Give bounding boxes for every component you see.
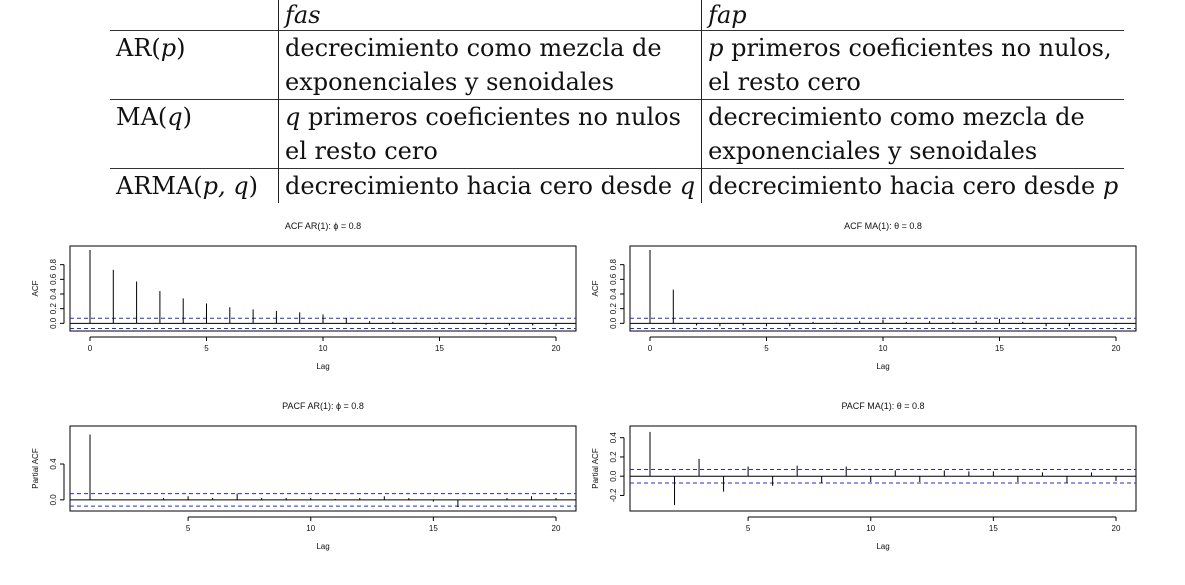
x-tick-label: 15 (429, 524, 438, 533)
x-tick-label: 0 (648, 344, 653, 353)
ma-fap-line-1: decrecimiento como mezcla de (701, 99, 1125, 134)
x-tick-label: 5 (204, 344, 209, 353)
plot-frame (629, 245, 1137, 332)
y-tick-label: 0.0 (609, 470, 618, 482)
arma-fas-line-1: decrecimiento hacia cero desde q (277, 168, 703, 203)
y-tick-label: 0.8 (609, 259, 618, 271)
x-axis-label: Lag (876, 542, 889, 551)
y-axis-label: Partial ACF (31, 448, 40, 489)
table-row-ar: AR(p) decrecimiento como mezcla de p pri… (110, 30, 1125, 65)
header-fap: fap (708, 1, 747, 29)
x-axis-label: Lag (316, 542, 329, 551)
table-header-row: fas fap (110, 0, 1124, 31)
y-tick-label: 0.4 (609, 288, 618, 300)
ar-fas-line-2: exponenciales y senoidales (277, 65, 703, 100)
x-tick-label: 10 (879, 344, 888, 353)
y-axis-label: Partial ACF (591, 448, 600, 489)
model-ar: AR(p) (110, 30, 279, 65)
y-tick-label: 0.4 (609, 432, 618, 444)
y-tick-label: 0.6 (609, 273, 618, 285)
y-tick-label: 0.2 (609, 303, 618, 315)
x-tick-label: 15 (989, 524, 998, 533)
y-tick-label: -0.2 (609, 488, 618, 502)
y-tick-label: 0.2 (49, 303, 58, 315)
y-tick-label: 0.0 (49, 317, 58, 329)
x-tick-label: 0 (88, 344, 93, 353)
x-tick-label: 20 (1112, 344, 1121, 353)
y-tick-label: 0.2 (609, 451, 618, 463)
y-tick-label: 0.4 (49, 458, 58, 470)
ar-fas-line-1: decrecimiento como mezcla de (277, 30, 703, 65)
y-tick-label: 0.6 (49, 273, 58, 285)
y-tick-label: 0.8 (49, 259, 58, 271)
ar-fap-line-1: p primeros coeficientes no nulos, (701, 30, 1125, 65)
table-row-ma-cont: el resto cero exponenciales y senoidales (110, 134, 1124, 169)
y-tick-label: 0.4 (49, 288, 58, 300)
chart-title: ACF MA(1): θ = 0.8 (844, 221, 922, 231)
model-arma: ARMA(p, q) (110, 168, 279, 203)
x-tick-label: 15 (435, 344, 444, 353)
ma-fas-line-1: q primeros coeficientes no nulos (277, 99, 703, 134)
x-tick-label: 20 (552, 344, 561, 353)
x-axis-label: Lag (876, 362, 889, 371)
table-row-ma: MA(q) q primeros coeficientes no nulos d… (110, 99, 1125, 134)
table-row-arma: ARMA(p, q) decrecimiento hacia cero desd… (110, 168, 1125, 203)
plot-frame (69, 425, 577, 512)
ma-fap-line-2: exponenciales y senoidales (708, 137, 1038, 165)
plot-frame (629, 425, 1137, 512)
plot-frame (69, 245, 577, 332)
header-fas: fas (277, 0, 703, 31)
y-tick-label: 0.0 (609, 317, 618, 329)
x-axis-label: Lag (316, 362, 329, 371)
y-axis-label: ACF (31, 280, 40, 296)
ma-fas-line-2: el resto cero (277, 134, 703, 169)
chart-title: PACF MA(1): θ = 0.8 (841, 401, 924, 411)
x-tick-label: 5 (746, 524, 751, 533)
table-row-ar-cont: exponenciales y senoidales el resto cero (110, 65, 1124, 100)
x-tick-label: 10 (319, 344, 328, 353)
x-tick-label: 5 (186, 524, 191, 533)
y-axis-label: ACF (591, 280, 600, 296)
x-tick-label: 20 (1112, 524, 1121, 533)
arma-fap-line-1: decrecimiento hacia cero desde p (701, 168, 1125, 203)
x-tick-label: 10 (866, 524, 875, 533)
x-tick-label: 10 (306, 524, 315, 533)
acf-pacf-summary-table: fas fap AR(p) decrecimiento como mezcla … (110, 0, 1125, 203)
x-tick-label: 5 (764, 344, 769, 353)
y-tick-label: 0.0 (49, 494, 58, 506)
x-tick-label: 20 (552, 524, 561, 533)
x-tick-label: 15 (995, 344, 1004, 353)
model-ma: MA(q) (110, 99, 279, 134)
chart-title: PACF AR(1): ϕ = 0.8 (282, 401, 364, 411)
chart-title: ACF AR(1): ϕ = 0.8 (285, 221, 361, 231)
ar-fap-line-2: el resto cero (708, 68, 861, 96)
